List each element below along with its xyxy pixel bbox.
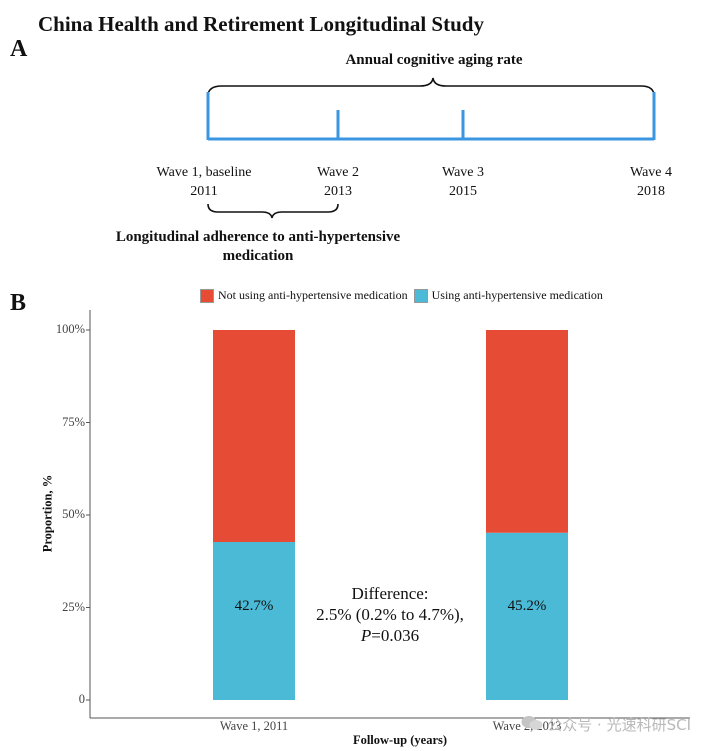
y-tick-label: 0 — [78, 692, 85, 706]
bracket-top-label: Annual cognitive aging rate — [345, 52, 523, 68]
chat-bubble-icon — [521, 715, 543, 735]
legend-item-using: Using anti-hypertensive medication — [413, 288, 603, 303]
wave-label-4: Wave 4 2018 — [586, 163, 707, 201]
legend-label-using: Using anti-hypertensive medication — [431, 288, 603, 302]
x-axis-title: Follow-up (years) — [352, 733, 448, 747]
bar-not-using-1 — [213, 330, 295, 543]
legend-swatch-using — [413, 288, 428, 303]
timeline — [206, 92, 656, 141]
difference-annotation: Difference: 2.5% (0.2% to 4.7%), P=0.036 — [280, 583, 500, 646]
bar-data-label-2: 45.2% — [507, 598, 547, 614]
legend-swatch-not-using — [200, 288, 214, 303]
wave-year: 2011 — [190, 184, 218, 199]
wave-label-3: Wave 3 2015 — [398, 163, 528, 201]
wave-label-2: Wave 2 2013 — [273, 163, 403, 201]
wave-year: 2013 — [324, 184, 352, 199]
difference-line2: 2.5% (0.2% to 4.7%), — [316, 605, 464, 624]
bottom-curly-bracket — [207, 203, 339, 219]
legend-label-not-using: Not using anti-hypertensive medication — [218, 288, 408, 302]
top-curly-bracket — [207, 77, 655, 97]
x-tick-label-1: Wave 1, 2011 — [219, 719, 289, 733]
wave-name: Wave 3 — [441, 165, 485, 180]
p-symbol: P — [360, 626, 372, 645]
difference-line3: P=0.036 — [280, 625, 500, 646]
bracket-bottom-label-line2: medication — [222, 248, 294, 264]
panel-a-label: A — [10, 36, 28, 62]
bar-using-1 — [213, 542, 295, 700]
wave-label-1: Wave 1, baseline 2011 — [139, 163, 269, 201]
y-tick-label: 25% — [62, 599, 85, 614]
chart-legend: Not using anti-hypertensive medication U… — [200, 288, 609, 303]
wave-year: 2015 — [449, 184, 477, 199]
y-tick-label: 100% — [55, 322, 85, 336]
bracket-bottom-label: Longitudinal adherence to anti-hypertens… — [90, 228, 426, 266]
wave-name: Wave 2 — [316, 165, 360, 180]
p-value: =0.036 — [371, 626, 420, 645]
figure-title: China Health and Retirement Longitudinal… — [38, 12, 484, 36]
bracket-bottom-label-line1: Longitudinal adherence to anti-hypertens… — [115, 229, 401, 245]
panel-b-label: B — [10, 290, 27, 316]
bar-not-using-2 — [486, 330, 568, 533]
y-axis-title: Proportion, % — [40, 474, 55, 553]
wave-year: 2018 — [637, 184, 665, 199]
y-tick-label: 50% — [62, 507, 85, 521]
wave-name: Wave 1, baseline — [156, 165, 252, 180]
watermark: 公众号 · 光速科研SCI — [521, 714, 691, 735]
bar-using-2 — [486, 532, 568, 700]
y-tick-label: 75% — [62, 414, 85, 429]
legend-item-not-using: Not using anti-hypertensive medication — [200, 288, 408, 303]
wave-name: Wave 4 — [629, 165, 673, 180]
bar-data-label-1: 42.7% — [234, 598, 274, 614]
watermark-text: 公众号 · 光速科研SCI — [547, 716, 691, 734]
difference-line1: Difference: — [351, 584, 429, 603]
